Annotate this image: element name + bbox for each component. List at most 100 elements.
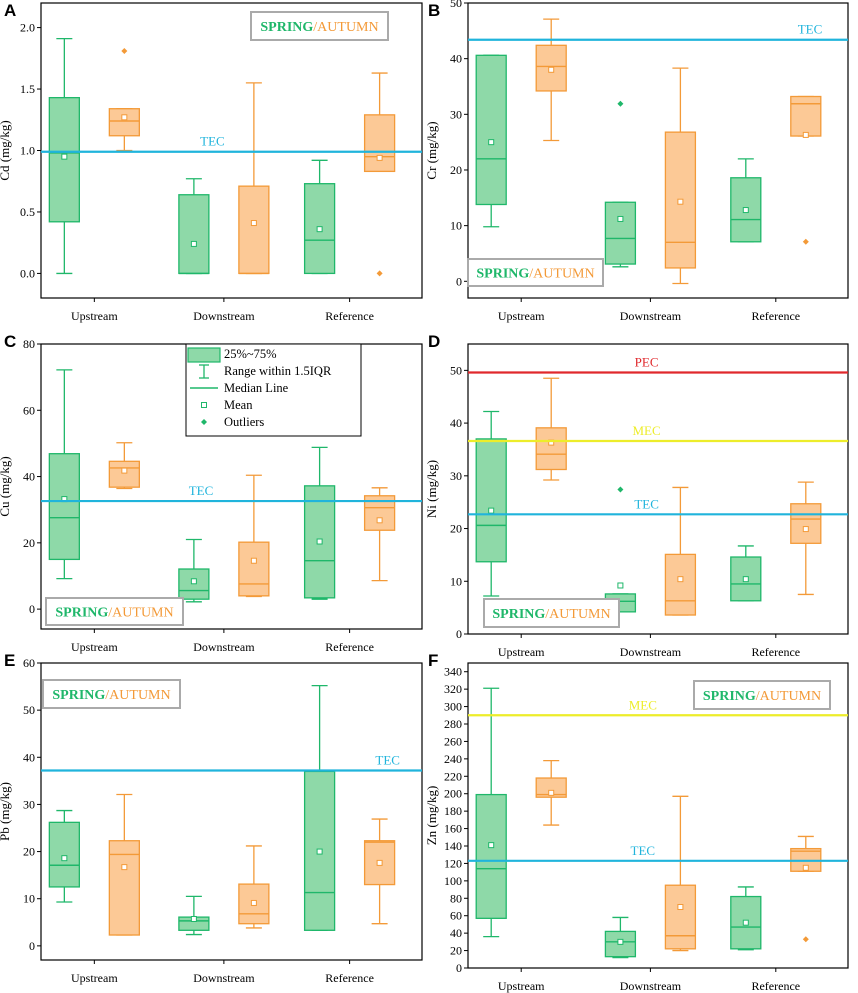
box-legend-label: Outliers [224,415,264,429]
y-tick-label: 30 [450,107,462,121]
iqr-box [475,54,507,206]
box-autumn-reference [790,95,822,245]
y-tick-label: 240 [444,752,462,766]
season-legend-autumn: AUTUMN [317,20,378,35]
y-tick-label: 30 [23,797,35,811]
box-autumn-reference [790,835,822,943]
box-spring-downstream [178,895,210,936]
season-legend-spring: SPRING [55,606,108,621]
box-spring-upstream [475,54,507,228]
x-tick-label: Reference [751,645,800,659]
box-autumn-upstream [535,18,567,142]
y-tick-label: 140 [444,839,462,853]
panel-F: F 0 20 40 60 80 100 120 140 160 180 200 220 240 260 280… [424,651,849,993]
outlier-marker [617,486,624,493]
y-axis-label: Pb (mg/kg) [0,782,12,841]
iqr-box [108,108,140,137]
box-spring-upstream [48,809,80,903]
x-tick-label: Downstream [193,309,255,323]
box-legend-item-outlier: Outliers [201,415,264,429]
iqr-box [48,96,80,223]
y-tick-label: 0 [29,939,35,953]
mean-marker [802,526,809,533]
reference-line-label: TEC [189,483,214,498]
mean-marker [742,207,749,214]
y-tick-label: 60 [450,909,462,923]
box-spring-upstream [48,369,80,580]
x-tick-label: Upstream [498,309,545,323]
season-legend-slash: / [529,267,533,282]
box-spring-upstream [48,37,80,275]
iqr-box [604,201,637,265]
x-tick-label: Reference [325,309,374,323]
x-tick-label: Downstream [620,979,682,993]
plot-frame [40,662,423,961]
y-tick-label: 10 [23,892,35,906]
y-tick-label: 320 [444,682,462,696]
y-tick-label: 0 [456,961,462,975]
season-legend-text: SPRING/AUTUMN [260,20,378,35]
iqr-box [108,840,140,936]
y-tick-label: 10 [450,574,462,588]
box-autumn-downstream [664,67,697,285]
season-legend-slash: / [545,607,549,622]
y-tick-label: 60 [23,656,35,670]
season-legend-text: SPRING/AUTUMN [476,267,594,282]
season-legend-spring: SPRING [260,20,313,35]
y-tick-label: 10 [450,219,462,233]
panel-letter: A [4,1,16,20]
iqr-box [48,453,80,561]
iqr-box [790,503,822,544]
mean-marker [376,859,383,866]
panel-letter: E [4,651,15,670]
mean-marker [61,855,68,862]
y-tick-label: 160 [444,822,462,836]
mean-marker [617,215,624,222]
season-legend-autumn: AUTUMN [109,688,170,703]
reference-line-label: MEC [629,697,657,712]
season-legend-slash: / [105,688,109,703]
mean-marker [190,240,197,247]
box-autumn-upstream [108,442,140,490]
box-autumn-reference [363,818,396,925]
box-autumn-upstream [535,377,567,481]
y-tick-label: 100 [444,874,462,888]
y-tick-label: 2.0 [20,21,35,35]
mean-marker [548,789,555,796]
season-legend-slash: / [313,20,317,35]
mean-marker [488,507,495,514]
y-tick-label: 280 [444,717,462,731]
plot-frame [467,662,849,969]
mean-marker [802,864,809,871]
iqr-box [178,194,210,275]
legend-outlier-symbol [201,419,207,425]
mean-marker [190,578,197,585]
season-legend-autumn: AUTUMN [760,689,821,704]
box-autumn-downstream [238,474,270,598]
box-spring-reference [303,446,336,600]
iqr-box [475,793,507,919]
x-tick-label: Upstream [498,979,545,993]
y-tick-label: 50 [450,363,462,377]
box-spring-reference [730,158,762,243]
mean-marker [121,114,128,121]
box-autumn-downstream [238,82,270,275]
iqr-box [238,541,270,597]
season-legend-text: SPRING/AUTUMN [703,689,821,704]
box-spring-upstream [475,687,507,938]
season-legend: SPRING/AUTUMN [45,597,184,626]
y-tick-label: 0 [456,274,462,288]
x-tick-label: Upstream [71,309,118,323]
box-spring-downstream [604,916,637,959]
panel-B: B 0 10 20 30 40 50 Cr (mg/kg) Upstream Downstream… [424,0,849,323]
mean-marker [617,938,624,945]
season-legend-spring: SPRING [703,689,756,704]
box-legend-label: Range within 1.5IQR [224,364,332,378]
y-tick-label: 80 [450,891,462,905]
x-tick-label: Reference [325,640,374,654]
box-legend-item-box: 25%~75% [187,347,277,363]
panel-E: E 0 10 20 30 40 50 60 Pb (mg/kg) Upstream Downstre… [0,651,423,985]
y-tick-label: 1.5 [20,82,35,96]
y-axis-label: Zn (mg/kg) [424,786,439,846]
iqr-box [238,185,270,275]
